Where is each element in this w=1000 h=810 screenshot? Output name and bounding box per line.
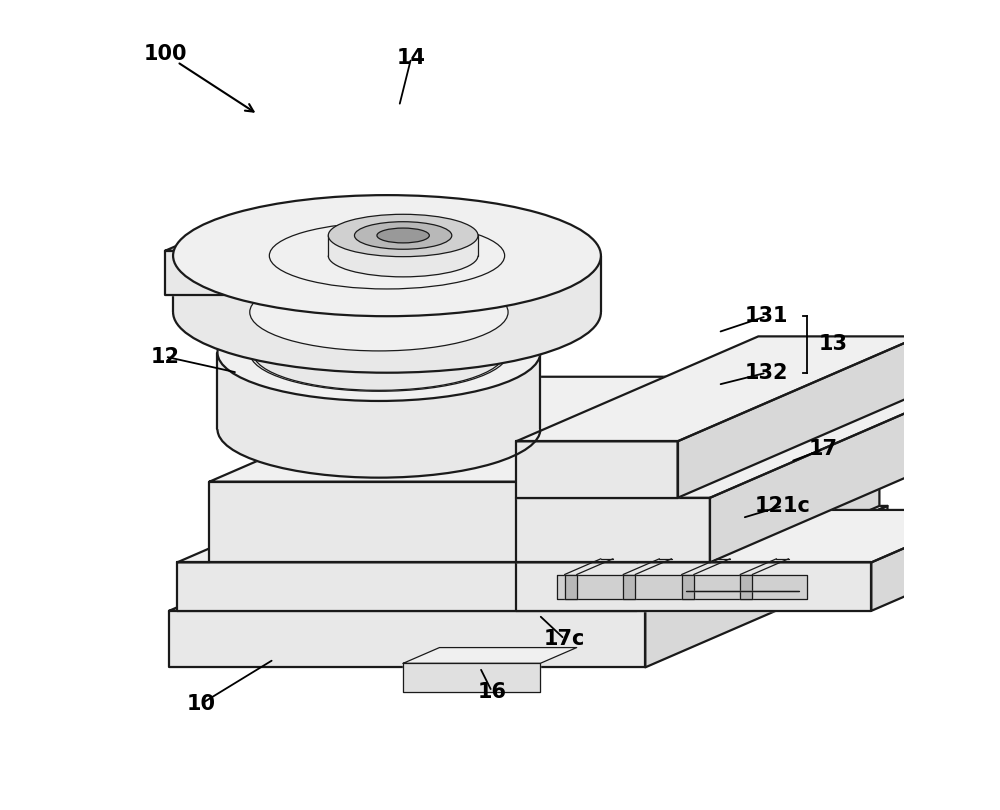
Polygon shape	[250, 312, 508, 391]
Polygon shape	[682, 574, 694, 599]
Polygon shape	[403, 663, 540, 692]
Polygon shape	[710, 393, 952, 562]
Text: 131: 131	[745, 306, 788, 326]
Polygon shape	[740, 574, 752, 599]
Text: 121c: 121c	[755, 496, 810, 516]
Polygon shape	[403, 647, 577, 663]
Polygon shape	[516, 393, 952, 498]
Polygon shape	[209, 377, 879, 482]
Text: 13: 13	[819, 335, 848, 355]
Polygon shape	[871, 510, 992, 611]
Polygon shape	[645, 506, 887, 667]
Polygon shape	[169, 506, 887, 611]
Ellipse shape	[377, 228, 429, 243]
Polygon shape	[557, 574, 807, 599]
Text: 10: 10	[187, 693, 216, 714]
Polygon shape	[169, 611, 645, 667]
Text: 100: 100	[143, 44, 187, 64]
Polygon shape	[177, 562, 637, 611]
Polygon shape	[678, 336, 920, 498]
Text: 16: 16	[477, 681, 506, 701]
Text: 14: 14	[397, 48, 426, 68]
Polygon shape	[209, 482, 637, 562]
Polygon shape	[623, 574, 635, 599]
Ellipse shape	[250, 274, 508, 351]
Polygon shape	[165, 230, 278, 251]
Polygon shape	[516, 441, 678, 498]
Polygon shape	[516, 562, 871, 611]
Polygon shape	[165, 251, 230, 295]
Polygon shape	[516, 498, 710, 562]
Polygon shape	[565, 574, 577, 599]
Ellipse shape	[354, 222, 452, 249]
Polygon shape	[637, 458, 879, 611]
Ellipse shape	[173, 195, 601, 316]
Polygon shape	[516, 336, 920, 441]
Text: 12: 12	[151, 347, 180, 367]
Ellipse shape	[328, 215, 478, 257]
Polygon shape	[173, 256, 601, 373]
Polygon shape	[637, 377, 879, 562]
Polygon shape	[328, 236, 478, 277]
Text: 17c: 17c	[544, 629, 585, 649]
Text: 132: 132	[745, 363, 788, 382]
Text: 17: 17	[808, 439, 837, 459]
Polygon shape	[217, 352, 540, 478]
Ellipse shape	[217, 304, 540, 401]
Polygon shape	[516, 510, 992, 562]
Polygon shape	[177, 458, 879, 562]
